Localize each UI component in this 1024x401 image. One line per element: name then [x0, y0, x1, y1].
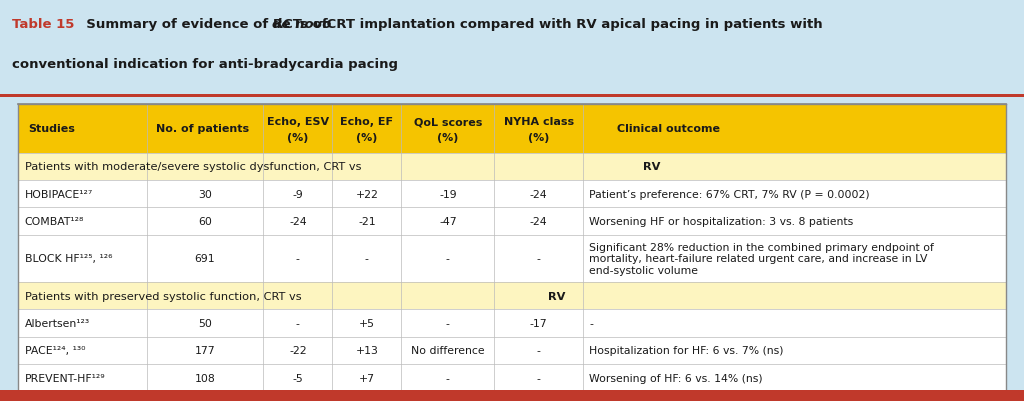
Bar	[18, 235, 1006, 282]
Bar	[18, 310, 1006, 337]
Text: +5: +5	[358, 318, 375, 328]
Text: 691: 691	[195, 254, 215, 263]
Text: CRT implantation compared with RV apical pacing in patients with: CRT implantation compared with RV apical…	[322, 18, 822, 31]
Bar	[18, 282, 1006, 310]
Text: BLOCK HF¹²⁵, ¹²⁶: BLOCK HF¹²⁵, ¹²⁶	[25, 254, 112, 263]
Text: (%): (%)	[356, 133, 378, 143]
Text: Patients with preserved systolic function, CRT vs: Patients with preserved systolic functio…	[25, 291, 305, 301]
Text: -47: -47	[439, 217, 457, 226]
Text: -: -	[537, 346, 541, 355]
Bar	[0, 95, 1024, 98]
Text: +7: +7	[358, 373, 375, 383]
Text: Summary of evidence of RCTs of: Summary of evidence of RCTs of	[77, 18, 332, 31]
Text: -9: -9	[293, 189, 303, 199]
Text: -21: -21	[358, 217, 376, 226]
Bar	[18, 105, 1006, 153]
Text: QoL scores: QoL scores	[414, 117, 482, 127]
Text: -24: -24	[529, 189, 548, 199]
Text: COMBAT¹²⁸: COMBAT¹²⁸	[25, 217, 84, 226]
Text: RV: RV	[549, 291, 566, 301]
Text: Worsening HF or hospitalization: 3 vs. 8 patients: Worsening HF or hospitalization: 3 vs. 8…	[589, 217, 853, 226]
Text: Worsening of HF: 6 vs. 14% (ns): Worsening of HF: 6 vs. 14% (ns)	[589, 373, 763, 383]
Text: Clinical outcome: Clinical outcome	[616, 124, 720, 134]
Text: -19: -19	[439, 189, 457, 199]
Bar	[18, 180, 1006, 208]
Bar	[18, 364, 1006, 391]
Text: Significant 28% reduction in the combined primary endpoint of
mortality, heart-f: Significant 28% reduction in the combine…	[589, 242, 934, 275]
Text: 50: 50	[198, 318, 212, 328]
Text: -: -	[445, 254, 450, 263]
Bar	[18, 153, 1006, 180]
Bar	[0, 390, 1024, 401]
Text: -22: -22	[289, 346, 306, 355]
Text: -5: -5	[293, 373, 303, 383]
Text: Echo, ESV: Echo, ESV	[266, 117, 329, 127]
Text: Echo, EF: Echo, EF	[340, 117, 393, 127]
Text: Patients with moderate/severe systolic dysfunction, CRT vs: Patients with moderate/severe systolic d…	[25, 162, 365, 172]
Text: (%): (%)	[528, 133, 549, 143]
Bar	[18, 105, 1006, 390]
Text: Patient’s preference: 67% CRT, 7% RV (P = 0.0002): Patient’s preference: 67% CRT, 7% RV (P …	[589, 189, 869, 199]
Text: -24: -24	[529, 217, 548, 226]
Text: Table 15: Table 15	[12, 18, 75, 31]
Text: PREVENT-HF¹²⁹: PREVENT-HF¹²⁹	[25, 373, 105, 383]
Bar	[18, 208, 1006, 235]
Text: -17: -17	[529, 318, 548, 328]
Text: -24: -24	[289, 217, 306, 226]
Text: HOBIPACE¹²⁷: HOBIPACE¹²⁷	[25, 189, 93, 199]
Text: Albertsen¹²³: Albertsen¹²³	[25, 318, 90, 328]
Text: -: -	[537, 373, 541, 383]
Text: 60: 60	[198, 217, 212, 226]
Text: (%): (%)	[437, 133, 459, 143]
Text: -: -	[445, 373, 450, 383]
Text: Studies: Studies	[29, 124, 76, 134]
Text: Hospitalization for HF: 6 vs. 7% (ns): Hospitalization for HF: 6 vs. 7% (ns)	[589, 346, 783, 355]
Text: No. of patients: No. of patients	[156, 124, 249, 134]
Text: PACE¹²⁴, ¹³⁰: PACE¹²⁴, ¹³⁰	[25, 346, 85, 355]
Text: -: -	[589, 318, 593, 328]
Text: +22: +22	[355, 189, 378, 199]
Text: de novo: de novo	[272, 18, 332, 31]
Text: -: -	[537, 254, 541, 263]
Text: 177: 177	[195, 346, 215, 355]
Text: No difference: No difference	[411, 346, 484, 355]
Text: 108: 108	[195, 373, 215, 383]
Text: (%): (%)	[287, 133, 308, 143]
Text: +13: +13	[355, 346, 378, 355]
Text: NYHA class: NYHA class	[504, 117, 573, 127]
Bar	[18, 337, 1006, 364]
Text: -: -	[365, 254, 369, 263]
Text: -: -	[296, 254, 300, 263]
Text: conventional indication for anti-bradycardia pacing: conventional indication for anti-bradyca…	[12, 58, 398, 71]
Text: -: -	[296, 318, 300, 328]
Text: -: -	[445, 318, 450, 328]
Text: 30: 30	[198, 189, 212, 199]
Text: RV: RV	[643, 162, 660, 172]
